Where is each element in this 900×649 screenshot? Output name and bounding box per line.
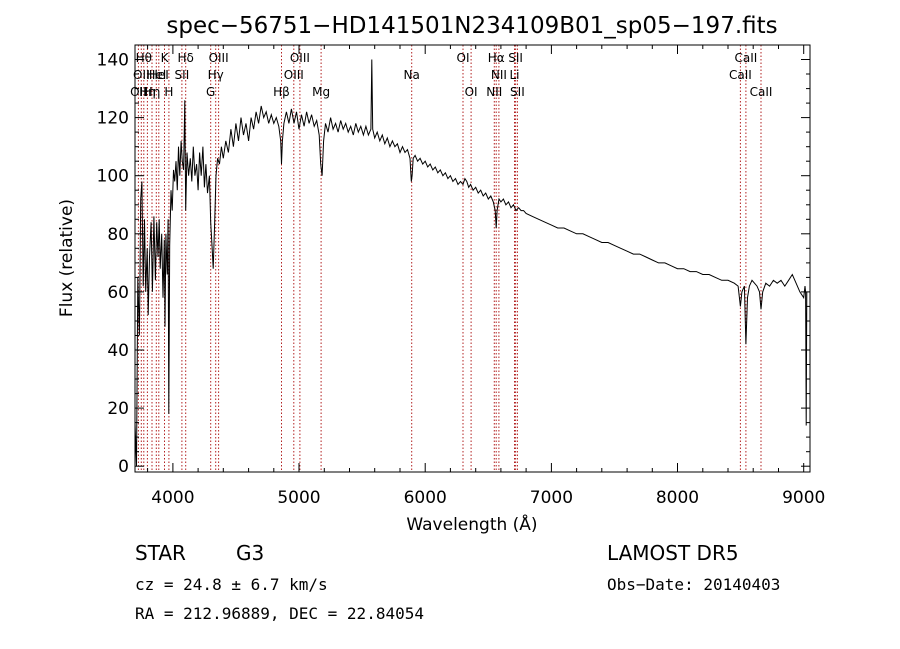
x-axis-label: Wavelength (Å) — [406, 513, 537, 535]
y-tick-label-100: 100 — [97, 167, 129, 187]
spectral-subclass: G3 — [236, 541, 264, 565]
line-marker-label-19: OI — [457, 51, 470, 65]
line-marker-label-22: Hα — [488, 51, 505, 65]
line-marker-label-1: OII — [133, 68, 150, 82]
line-marker-label-21: NII — [486, 85, 502, 99]
x-tick-label-5000: 5000 — [277, 488, 320, 508]
line-marker-label-16: OIII — [290, 51, 310, 65]
line-marker-label-28: CaII — [734, 51, 757, 65]
survey-release: LAMOST DR5 — [607, 541, 739, 565]
line-marker-label-23: NII — [491, 68, 507, 82]
line-marker-label-12: Hγ — [208, 68, 224, 82]
line-marker-label-5: HeI — [146, 68, 166, 82]
line-marker-label-10: Hδ — [178, 51, 194, 65]
y-tick-label-0: 0 — [118, 457, 129, 477]
plot-frame — [134, 44, 811, 473]
line-marker-label-24: Li — [509, 68, 519, 82]
x-tick-label-6000: 6000 — [404, 488, 447, 508]
y-tick-label-140: 140 — [97, 51, 129, 71]
line-marker-label-17: Mg — [312, 85, 330, 99]
object-class: STAR — [135, 541, 186, 565]
x-tick-label-7000: 7000 — [530, 488, 573, 508]
line-marker-label-3: Hη — [139, 85, 156, 99]
line-marker-label-14: Hβ — [273, 85, 290, 99]
line-marker-label-15: OIII — [284, 68, 304, 82]
line-marker-label-layer: OIIOIIHθHηHηHeIHeIKHSIIHδGHγOIIIHβOIIIOI… — [130, 51, 772, 99]
coordinates: RA = 212.96889, DEC = 22.84054 — [135, 604, 424, 623]
x-tick-label-9000: 9000 — [782, 488, 825, 508]
line-marker-label-27: CaII — [729, 68, 752, 82]
line-marker-label-0: OII — [130, 85, 147, 99]
y-tick-label-20: 20 — [107, 399, 129, 419]
line-marker-label-25: SII — [508, 51, 523, 65]
y-tick-label-60: 60 — [107, 283, 129, 303]
y-axis-label: Flux (relative) — [57, 199, 77, 317]
line-marker-label-11: G — [206, 85, 215, 99]
line-marker-label-8: H — [164, 85, 173, 99]
y-axis: 0 20 40 60 80 100 120 140 — [97, 51, 810, 477]
line-marker-label-6: HeI — [149, 68, 169, 82]
y-tick-label-120: 120 — [97, 109, 129, 129]
chart-title: spec−56751−HD141501N234109B01_sp05−197.f… — [166, 13, 777, 39]
redshift-cz: cz = 24.8 ± 6.7 km/s — [135, 575, 328, 594]
observation-date: Obs−Date: 20140403 — [607, 575, 780, 594]
y-tick-label-40: 40 — [107, 341, 129, 361]
line-marker-label-4: Hη — [144, 85, 161, 99]
line-marker-label-26: SII — [510, 85, 525, 99]
line-marker-label-20: OI — [465, 85, 478, 99]
line-marker-label-29: CaII — [750, 85, 773, 99]
line-marker-label-7: K — [161, 51, 170, 65]
line-marker-layer — [137, 45, 762, 472]
line-marker-label-9: SII — [175, 68, 190, 82]
line-marker-label-13: OIII — [209, 51, 229, 65]
x-axis: 4000 5000 6000 7000 8000 9000 — [147, 45, 825, 508]
x-tick-label-8000: 8000 — [656, 488, 699, 508]
line-marker-label-2: Hθ — [136, 51, 152, 65]
spectrum-line — [134, 59, 808, 467]
y-tick-label-80: 80 — [107, 225, 129, 245]
x-tick-label-4000: 4000 — [151, 488, 194, 508]
line-marker-label-18: Na — [404, 68, 420, 82]
